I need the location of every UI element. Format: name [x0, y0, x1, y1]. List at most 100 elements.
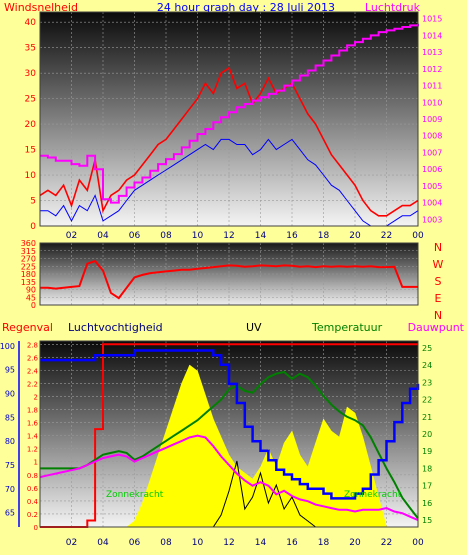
pressure-tick-label: 1004 [422, 199, 442, 208]
x-tick-label: 04 [97, 538, 109, 548]
x-tick-label: 12 [223, 231, 234, 241]
x-tick-label: 18 [318, 231, 330, 241]
temperature-ticks: 15 16 17 18 19 20 21 22 23 24 25 [422, 344, 432, 525]
compass-label: W [433, 258, 444, 271]
chart-title: 24 hour graph day : 28 Juli 2013 [157, 1, 335, 14]
x-tick-label: 12 [223, 538, 234, 548]
direction-tick-label: 180 [21, 270, 36, 279]
pressure-tick-label: 1013 [422, 48, 442, 57]
direction-panel-frame [39, 242, 419, 306]
x-tick-label: 06 [129, 538, 141, 548]
rain-axis-title: Regenval [2, 321, 53, 334]
pressure-tick-label: 1007 [422, 148, 442, 157]
rain-tick-label: 0.8 [27, 472, 38, 480]
rain-tick-label: 1.6 [27, 420, 39, 428]
rain-tick-label: 1.8 [27, 407, 38, 415]
pressure-tick-label: 1015 [422, 15, 442, 24]
compass-label: N [434, 241, 442, 254]
direction-tick-label: 135 [21, 278, 36, 287]
temperature-tick-label: 22 [422, 396, 432, 405]
dewpoint-line [39, 434, 419, 522]
temperature-line [40, 370, 419, 520]
wind-panel-marks [39, 23, 419, 227]
rain-tick-label: 2.2 [27, 380, 38, 388]
pressure-tick-label: 1009 [422, 115, 442, 124]
pressure-tick-label: 1006 [422, 165, 442, 174]
pressure-tick-label: 1011 [422, 82, 442, 91]
x-tick-label: 08 [160, 538, 172, 548]
humidity-tick-label: 95 [5, 366, 15, 375]
temperature-axis-title: Temperatuur [311, 321, 383, 334]
time-axis-3: 02 04 06 08 10 12 14 16 18 20 22 00 [66, 538, 424, 548]
x-tick-label: 02 [66, 538, 77, 548]
compass-label: N [434, 309, 442, 322]
humidity-line [40, 349, 420, 500]
rain-tick-label: 1 [34, 459, 38, 467]
direction-tick-label: 360 [21, 239, 36, 248]
rain-tick-label: 0.2 [27, 511, 38, 519]
humidity-axis-title: Luchtvochtigheid [68, 321, 163, 334]
wind-tick-label: 10 [25, 171, 37, 181]
pressure-tick-label: 1014 [422, 31, 442, 40]
humidity-tick-label: 65 [5, 509, 15, 518]
compass-label: E [435, 292, 442, 305]
rain-tick-label: 0.6 [27, 485, 39, 493]
x-tick-label: 14 [255, 538, 267, 548]
wind-tick-label: 20 [25, 120, 37, 130]
pressure-tick-label: 1010 [422, 98, 442, 107]
rain-line [40, 343, 418, 528]
pressure-ticks: 1003 1004 1005 1006 1007 1008 1009 1010 1011 1012… [422, 15, 442, 225]
rain-tick-label: 2 [34, 393, 38, 401]
humidity-tick-label: 85 [5, 413, 15, 422]
x-tick-label: 04 [97, 231, 109, 241]
direction-tick-label: 0 [31, 301, 36, 310]
humidity-tick-label: 75 [5, 461, 15, 470]
rain-tick-label: 0.4 [27, 498, 39, 506]
rain-panel-frame [39, 340, 419, 528]
pressure-line [40, 23, 419, 204]
wind-speed-line [39, 66, 419, 217]
rain-panel-marks [39, 343, 420, 528]
x-tick-label: 20 [349, 231, 361, 241]
x-tick-label: 16 [286, 538, 298, 548]
rain-tick-label: 2.8 [27, 341, 38, 349]
temperature-tick-label: 24 [422, 361, 432, 370]
temperature-tick-label: 19 [422, 447, 432, 456]
x-tick-label: 20 [349, 538, 361, 548]
wind-tick-label: 15 [25, 146, 36, 156]
direction-tick-label: 90 [26, 286, 36, 295]
x-tick-label: 14 [255, 231, 267, 241]
wind-axis-title: Windsnelheid [4, 1, 78, 14]
x-tick-label: 22 [381, 538, 392, 548]
direction-tick-label: 315 [21, 247, 36, 256]
dewpoint-axis-title: Dauwpunt [408, 321, 465, 334]
solar-label-right: Zonnekracht [344, 490, 402, 500]
wind-tick-label: 25 [25, 95, 36, 105]
wind-direction-line [40, 259, 418, 300]
pressure-tick-label: 1012 [422, 65, 442, 74]
rain-ticks: 0 0.2 0.4 0.6 0.8 1 1.2 1.4 1.6 1.8 2 2.2 2.4 2.6 2.8 [27, 341, 39, 532]
temperature-tick-label: 21 [422, 413, 432, 422]
wind-tick-label: 40 [25, 18, 37, 28]
wind-tick-label: 5 [30, 197, 36, 207]
temperature-tick-label: 17 [422, 482, 432, 491]
direction-tick-label: 270 [21, 255, 36, 264]
x-tick-label: 08 [160, 231, 172, 241]
rain-tick-label: 2.6 [27, 354, 39, 362]
rain-tick-label: 0 [34, 524, 38, 532]
x-tick-label: 10 [192, 538, 204, 548]
x-tick-label: 06 [129, 231, 141, 241]
humidity-tick-label: 100 [0, 342, 15, 351]
uv-axis-title: UV [246, 321, 262, 334]
x-tick-label: 10 [192, 231, 204, 241]
rain-tick-label: 1.2 [27, 446, 38, 454]
pressure-tick-label: 1005 [422, 182, 442, 191]
rain-humidity-panel: 00.20.40.60.811.21.41.61.822.22.42.62.8 … [0, 340, 432, 532]
compass-label: S [435, 275, 442, 288]
x-tick-label: 18 [318, 538, 330, 548]
x-tick-label: 22 [381, 231, 392, 241]
wind-low-line [40, 138, 419, 227]
